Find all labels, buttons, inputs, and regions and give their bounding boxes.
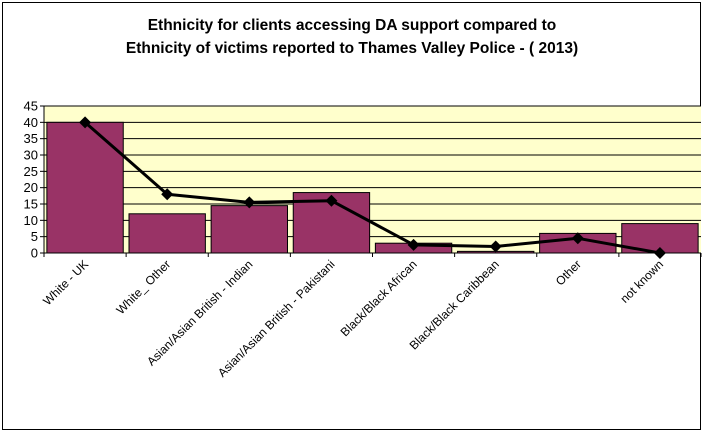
chart-title-line-1: Ethnicity for clients accessing DA suppo… bbox=[147, 17, 557, 34]
x-tick-label: not known bbox=[617, 257, 666, 306]
y-tick-label: 30 bbox=[24, 148, 38, 163]
y-tick-label: 20 bbox=[24, 180, 38, 195]
line-marker bbox=[653, 247, 666, 259]
axes bbox=[40, 105, 702, 257]
line-marker bbox=[161, 188, 174, 201]
chart-title-line-2: Ethnicity of victims reported to Thames … bbox=[125, 40, 579, 57]
line-series bbox=[79, 116, 666, 259]
chart-title: Ethnicity for clients accessing DA suppo… bbox=[0, 14, 704, 60]
y-tick-label: 10 bbox=[24, 213, 38, 228]
y-tick-label: 15 bbox=[24, 197, 38, 212]
x-tick-label: White_ Other bbox=[113, 257, 173, 317]
y-tick-label: 0 bbox=[31, 246, 38, 261]
y-tick-label: 45 bbox=[24, 99, 38, 114]
line-path bbox=[84, 121, 661, 255]
y-tick-label: 25 bbox=[24, 164, 38, 179]
line-marker bbox=[325, 194, 338, 207]
line-marker bbox=[489, 240, 502, 253]
x-tick-label: Black/Black Caribbean bbox=[407, 257, 502, 352]
y-tick-label: 5 bbox=[31, 229, 38, 244]
y-tick-label: 35 bbox=[24, 131, 38, 146]
line-marker bbox=[407, 238, 420, 251]
y-tick-label: 40 bbox=[24, 115, 38, 130]
x-tick-label: Black/Black African bbox=[338, 257, 420, 339]
bar bbox=[210, 205, 289, 254]
x-tick-label: White - UK bbox=[40, 257, 91, 308]
x-tick-label: Other bbox=[553, 257, 584, 288]
line-marker bbox=[571, 232, 584, 245]
gridlines bbox=[44, 105, 701, 238]
bar bbox=[46, 121, 124, 254]
line-marker bbox=[79, 116, 92, 129]
line-marker bbox=[243, 196, 256, 209]
bar bbox=[128, 213, 206, 254]
